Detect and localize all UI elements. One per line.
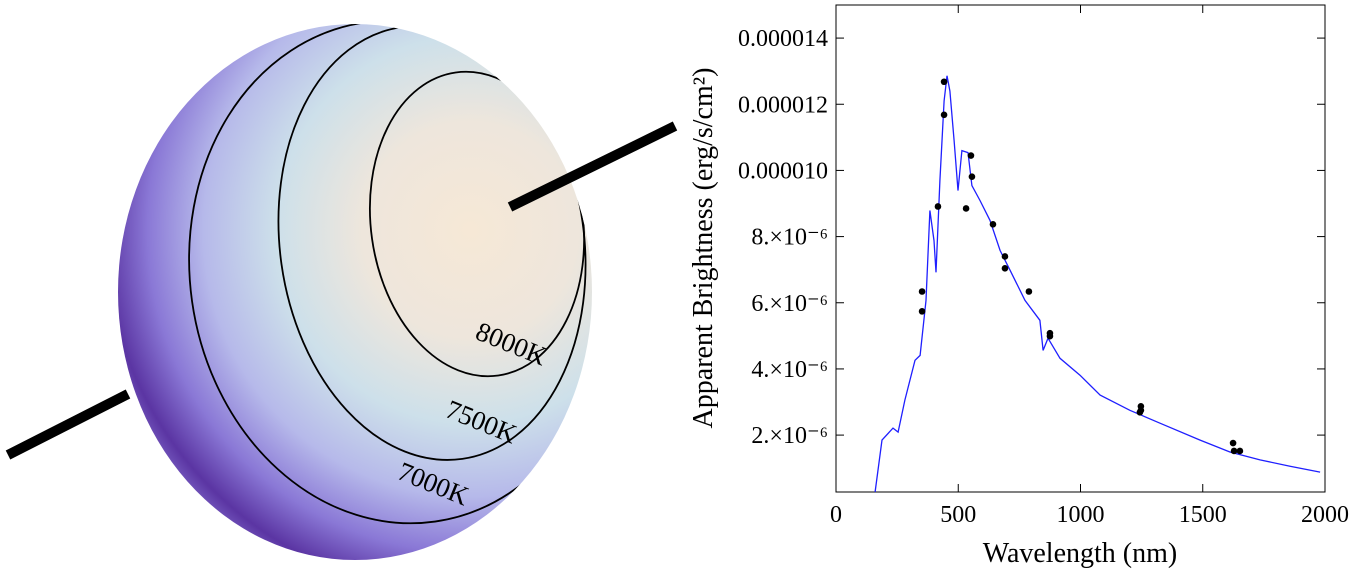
- data-point: [962, 205, 970, 212]
- data-point: [989, 221, 997, 228]
- data-point: [1001, 265, 1009, 272]
- star-body: [118, 24, 592, 560]
- data-point: [1046, 332, 1054, 340]
- y-tick-label: 0.000014: [738, 26, 828, 52]
- contour-7000: [188, 24, 592, 525]
- x-tick-label: 0: [830, 502, 842, 528]
- data-point: [918, 308, 926, 315]
- data-point: [1236, 447, 1244, 455]
- x-tick-label: 500: [940, 502, 976, 528]
- data-point: [1229, 439, 1237, 447]
- x-tick-label: 1000: [1057, 502, 1105, 528]
- data-point: [1001, 253, 1009, 260]
- x-axis-label: Wavelength (nm): [983, 538, 1177, 569]
- y-axis-label: Apparent Brightness (erg/s/cm²): [688, 68, 719, 429]
- y-tick-label: 6.×10⁻⁶: [751, 291, 828, 317]
- plot-frame: [835, 4, 1326, 493]
- y-tick-label: 0.000010: [738, 158, 828, 184]
- data-point: [940, 111, 948, 119]
- rotation-axis: [507, 121, 678, 212]
- y-tick-label: 2.×10⁻⁶: [751, 423, 828, 449]
- y-tick-label: 0.000012: [738, 92, 828, 118]
- star-illustration: 8000K 7500K 7000K: [5, 24, 678, 560]
- data-point: [1025, 288, 1033, 295]
- data-point: [1136, 408, 1144, 416]
- x-tick-label: 2000: [1301, 502, 1349, 528]
- data-point: [967, 152, 975, 159]
- data-point: [1230, 447, 1238, 455]
- rotation-axis: [5, 389, 131, 460]
- data-point: [968, 173, 976, 181]
- data-point: [940, 78, 948, 86]
- y-tick-label: 4.×10⁻⁶: [751, 357, 828, 383]
- x-tick-label: 1500: [1179, 502, 1227, 528]
- data-point: [934, 203, 942, 210]
- spectrum-line: [874, 75, 1321, 493]
- y-tick-label: 8.×10⁻⁶: [751, 225, 828, 251]
- data-point: [918, 288, 926, 295]
